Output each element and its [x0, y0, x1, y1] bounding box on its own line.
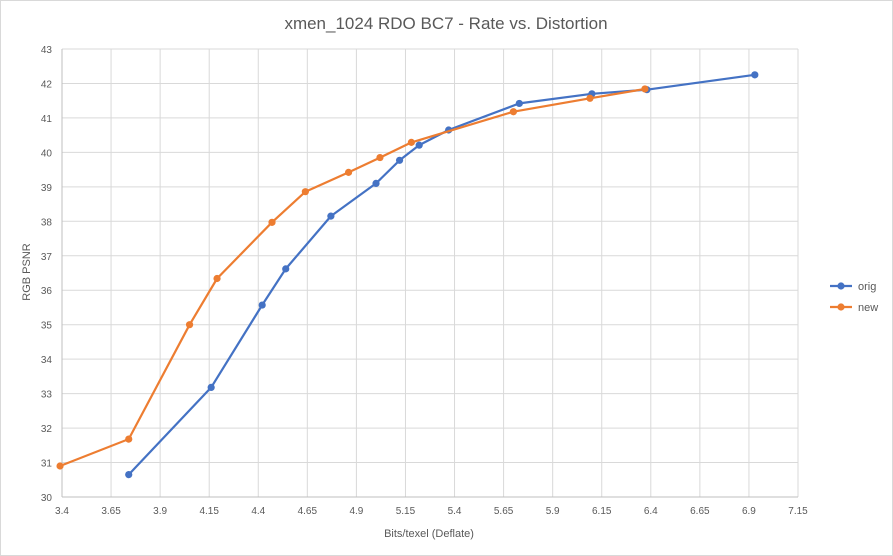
data-point-new	[641, 85, 649, 93]
data-point-new	[125, 435, 133, 443]
data-point-new	[301, 188, 309, 196]
data-point-orig	[515, 99, 523, 108]
y-tick-label: 31	[41, 459, 53, 470]
y-tick-label: 38	[41, 217, 53, 228]
series-line-orig	[127, 73, 756, 476]
y-tick-label: 36	[41, 286, 53, 297]
data-point-orig	[258, 301, 266, 309]
data-point-new	[407, 138, 415, 146]
data-point-orig	[282, 265, 290, 273]
data-point-new	[268, 218, 276, 226]
x-tick-label: 4.15	[199, 506, 219, 517]
data-point-orig	[415, 141, 423, 149]
tick-labels: 3.4 3.65 3.9 4.15 4.4 4.65 4.9 5.15 5.4 5.65 5.9 6.…	[41, 45, 808, 517]
x-tick-label: 4.9	[349, 506, 363, 517]
data-point-new	[376, 153, 384, 162]
grid-lines	[61, 48, 799, 498]
data-point-new	[586, 94, 594, 102]
x-tick-label: 4.4	[251, 506, 265, 517]
x-tick-label: 3.65	[101, 506, 121, 517]
data-point-new	[213, 274, 221, 283]
y-tick-label: 33	[41, 390, 53, 401]
y-tick-label: 37	[41, 252, 53, 263]
x-tick-label: 5.4	[448, 506, 462, 517]
x-tick-label: 6.9	[742, 506, 756, 517]
legend-swatch-marker	[837, 282, 845, 290]
y-tick-label: 32	[41, 424, 53, 435]
legend-label: new	[858, 302, 878, 314]
x-axis-title: Bits/texel (Deflate)	[384, 528, 474, 540]
legend: orig new	[830, 281, 878, 314]
y-tick-label: 40	[41, 148, 53, 159]
legend-item-orig: orig	[830, 281, 876, 293]
x-tick-label: 7.15	[788, 506, 808, 517]
data-point-new	[509, 108, 518, 116]
y-tick-label: 42	[41, 79, 53, 90]
x-tick-label: 6.15	[592, 506, 612, 517]
data-point-new	[344, 168, 353, 176]
y-tick-label: 39	[41, 183, 53, 194]
data-point-orig	[395, 156, 404, 164]
legend-swatch-marker	[837, 303, 845, 311]
x-tick-label: 3.4	[55, 506, 69, 517]
y-tick-label: 34	[41, 355, 53, 366]
y-axis-title: RGB PSNR	[21, 243, 33, 301]
legend-label: orig	[858, 281, 876, 293]
data-point-orig	[327, 212, 335, 220]
y-tick-label: 43	[41, 45, 53, 56]
series-line-new	[58, 87, 647, 468]
x-tick-label: 6.65	[690, 506, 710, 517]
data-series	[56, 71, 759, 479]
axes	[61, 49, 798, 498]
x-tick-label: 5.65	[494, 506, 514, 517]
x-tick-label: 5.15	[396, 506, 416, 517]
data-point-new	[185, 321, 194, 329]
x-tick-label: 3.9	[153, 506, 167, 517]
legend-item-new: new	[830, 302, 878, 314]
y-tick-label: 30	[41, 493, 53, 504]
chart-title: xmen_1024 RDO BC7 - Rate vs. Distortion	[284, 14, 607, 33]
data-point-orig	[372, 179, 380, 187]
data-point-orig	[125, 471, 133, 479]
x-tick-label: 5.9	[546, 506, 560, 517]
x-tick-label: 6.4	[644, 506, 658, 517]
data-point-orig	[207, 383, 215, 392]
series-new	[56, 85, 649, 470]
y-tick-label: 35	[41, 321, 53, 332]
y-tick-label: 41	[41, 114, 53, 125]
x-tick-label: 4.65	[298, 506, 318, 517]
data-point-new	[56, 462, 64, 470]
data-point-orig	[751, 71, 759, 79]
series-orig	[125, 71, 759, 479]
